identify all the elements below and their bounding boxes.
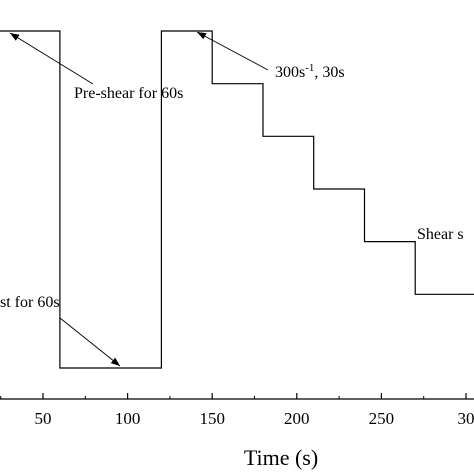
x-tick-label-0: 50 — [35, 409, 52, 428]
x-axis: 50 100 150 200 250 30 — [0, 393, 474, 428]
x-tick-label-3: 200 — [284, 409, 310, 428]
series-line-0 — [0, 30, 474, 369]
annotation-arrowhead-preshear — [10, 33, 20, 41]
annotation-arrow-300s — [196, 31, 269, 71]
x-tick-label-4: 250 — [369, 409, 395, 428]
annotation-300s-tail: , 30s — [314, 64, 344, 81]
annotation-arrowhead-rest — [110, 357, 120, 366]
annotation-label-300s: 300s-1, 30s — [275, 62, 345, 81]
x-axis-title: Time (s) — [244, 445, 318, 470]
annotation-label-shear: Shear s — [417, 226, 464, 243]
x-tick-label-5: 30 — [458, 409, 474, 428]
annotation-arrowhead-300s — [197, 32, 207, 40]
plot-lines — [0, 30, 474, 369]
annotation-label-preshear: Pre-shear for 60s — [74, 85, 183, 102]
annotation-arrow-rest — [59, 317, 121, 367]
x-tick-label-1: 100 — [115, 409, 141, 428]
x-tick-label-2: 150 — [199, 409, 225, 428]
x-ticks: 50 100 150 200 250 30 — [0, 393, 474, 428]
annotation-300s-main: 300s — [275, 64, 305, 81]
annotation-arrow-preshear — [9, 32, 94, 85]
annotation-300s-sup: -1 — [305, 62, 314, 74]
annotation-label-rest: st for 60s — [0, 294, 60, 311]
annotations: Pre-shear for 60s 300s-1, 30s st for 60s… — [0, 31, 464, 367]
